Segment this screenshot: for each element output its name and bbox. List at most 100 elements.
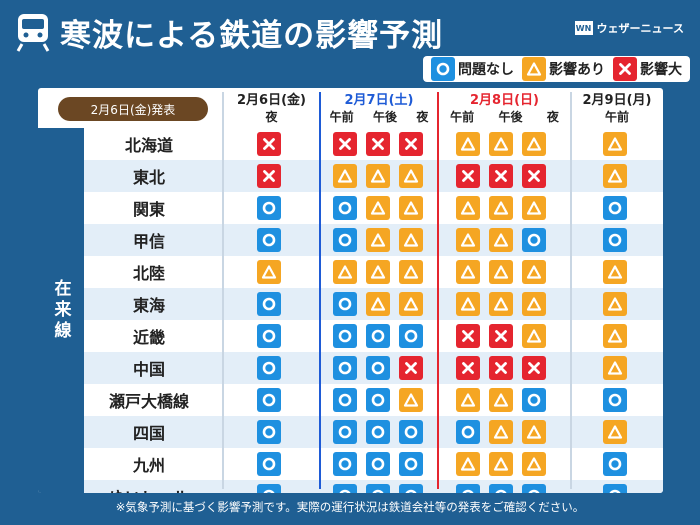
header: 寒波による鉄道の影響予測 WN ウェザーニュース 問題なし 影響あり 影響大: [0, 0, 700, 90]
table-row: 四国: [84, 416, 663, 448]
table-row: 東海: [84, 288, 663, 320]
forecast-cell: [399, 452, 423, 476]
cross-icon: [456, 324, 480, 348]
forecast-cell: [522, 260, 546, 284]
forecast-cell: [333, 452, 357, 476]
forecast-cell: [333, 484, 357, 493]
forecast-cell: [366, 260, 390, 284]
region-name: 東北: [132, 168, 165, 187]
forecast-cell: [522, 452, 546, 476]
forecast-table: 2月6日(金)発表 在来線 2月6日(金) 夜 2月7日(土) 午前 午後夜 2月8日(日…: [38, 88, 663, 493]
forecast-cell: [603, 452, 627, 476]
circle-icon: [257, 196, 281, 220]
circle-icon: [333, 324, 357, 348]
triangle-icon: [399, 164, 423, 188]
region-name: 北陸: [132, 264, 165, 283]
time-slots: 夜: [223, 109, 320, 125]
forecast-cell: [489, 388, 513, 412]
circle-icon: [366, 356, 390, 380]
table-row: 近畿: [84, 320, 663, 352]
region-name: 東海: [132, 296, 165, 315]
triangle-icon: [522, 132, 546, 156]
triangle-icon: [603, 132, 627, 156]
triangle-icon: [489, 388, 513, 412]
region-name: 甲信: [132, 232, 165, 251]
circle-icon: [399, 420, 423, 444]
forecast-cell: [522, 196, 546, 220]
triangle-icon: [522, 292, 546, 316]
triangle-icon: [399, 388, 423, 412]
cross-icon: [489, 324, 513, 348]
triangle-icon: [399, 228, 423, 252]
triangle-icon: [456, 196, 480, 220]
time-slot-label: 夜: [416, 110, 429, 124]
forecast-cell: [333, 228, 357, 252]
circle-icon: [257, 356, 281, 380]
forecast-cell: [456, 292, 480, 316]
forecast-cell: [366, 228, 390, 252]
forecast-cell: [456, 484, 480, 493]
circle-icon: [366, 420, 390, 444]
forecast-cell: [366, 132, 390, 156]
forecast-cell: [333, 388, 357, 412]
triangle-icon: [603, 260, 627, 284]
forecast-cell: [399, 388, 423, 412]
page-title: 寒波による鉄道の影響予測: [60, 18, 444, 54]
triangle-icon: [257, 260, 281, 284]
time-slot-label: 午後: [498, 110, 523, 124]
forecast-cell: [522, 356, 546, 380]
forecast-cell: [257, 484, 281, 493]
triangle-icon: [366, 164, 390, 188]
table-row: 九州: [84, 448, 663, 480]
forecast-cell: [603, 132, 627, 156]
circle-icon: [522, 484, 546, 493]
forecast-cell: [366, 324, 390, 348]
forecast-cell: [603, 388, 627, 412]
triangle-icon: [456, 132, 480, 156]
cross-icon: [257, 164, 281, 188]
table-row: 中国: [84, 352, 663, 384]
forecast-cell: [456, 132, 480, 156]
circle-icon: [366, 484, 390, 493]
legend-item-ok: 問題なし: [431, 57, 514, 81]
circle-icon: [257, 420, 281, 444]
table-row: ゆいレール: [84, 480, 663, 493]
forecast-cell: [489, 324, 513, 348]
forecast-cell: [456, 420, 480, 444]
triangle-icon: [366, 292, 390, 316]
forecast-cell: [399, 228, 423, 252]
region-name: 近畿: [132, 328, 165, 347]
triangle-icon: [333, 164, 357, 188]
time-slots: 午前 午後 夜: [438, 109, 571, 125]
circle-icon: [603, 484, 627, 493]
forecast-cell: [257, 292, 281, 316]
forecast-cell: [257, 132, 281, 156]
day-label: 2月6日(金): [237, 93, 306, 108]
circle-icon: [333, 484, 357, 493]
triangle-icon: [456, 388, 480, 412]
region-name: 北海道: [124, 136, 173, 155]
forecast-cell: [333, 356, 357, 380]
cross-icon: [456, 356, 480, 380]
day-label: 2月7日(土): [344, 93, 414, 108]
circle-icon: [366, 324, 390, 348]
triangle-icon: [399, 260, 423, 284]
forecast-cell: [257, 164, 281, 188]
circle-icon: [333, 388, 357, 412]
forecast-cell: [489, 132, 513, 156]
circle-icon: [431, 57, 455, 81]
forecast-cell: [399, 132, 423, 156]
forecast-cell: [333, 164, 357, 188]
forecast-cell: [522, 164, 546, 188]
time-slots: 午前: [571, 109, 663, 125]
forecast-cell: [333, 420, 357, 444]
forecast-cell: [366, 484, 390, 493]
forecast-cell: [257, 356, 281, 380]
forecast-cell: [603, 292, 627, 316]
day-label: 2月8日(日): [470, 93, 539, 108]
forecast-cell: [456, 196, 480, 220]
forecast-cell: [603, 196, 627, 220]
time-slot-label: 午前: [329, 110, 354, 124]
forecast-cell: [399, 484, 423, 493]
forecast-cell: [366, 388, 390, 412]
